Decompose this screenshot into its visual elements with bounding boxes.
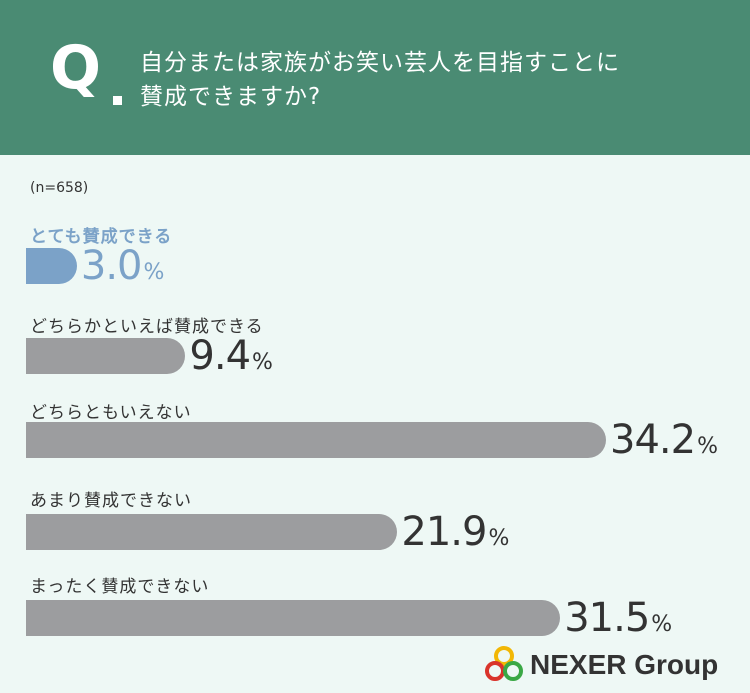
sample-size: (n=658) <box>30 180 89 196</box>
value-label: 21.9% <box>401 512 509 552</box>
category-label: どちらともいえない <box>30 403 192 423</box>
value-number: 3.0 <box>80 243 143 289</box>
value-unit: % <box>488 526 510 551</box>
q-mark: Q <box>50 33 102 103</box>
value-number: 34.2 <box>610 417 696 463</box>
question-header: Q 自分または家族がお笑い芸人を目指すことに 賛成できますか? <box>0 0 750 155</box>
value-number: 9.4 <box>189 333 251 379</box>
bar <box>26 248 77 284</box>
value-number: 31.5 <box>564 595 650 641</box>
bar <box>26 422 606 458</box>
category-label: あまり賛成できない <box>30 491 192 511</box>
bar <box>26 514 398 550</box>
value-label: 9.4% <box>189 336 273 376</box>
category-label: とても賛成できる <box>30 227 173 247</box>
value-label: 34.2% <box>610 420 718 460</box>
category-label: どちらかといえば賛成できる <box>30 317 264 337</box>
value-label: 3.0% <box>81 246 165 286</box>
question-text: 自分または家族がお笑い芸人を目指すことに 賛成できますか? <box>140 46 730 114</box>
category-label: まったく賛成できない <box>30 577 210 597</box>
value-number: 21.9 <box>401 509 487 555</box>
value-unit: % <box>143 260 165 285</box>
bar <box>26 600 561 636</box>
q-dot <box>113 96 122 105</box>
value-unit: % <box>252 350 273 375</box>
value-unit: % <box>651 612 673 637</box>
question-line-2: 賛成できますか? <box>140 84 322 110</box>
value-label: 31.5% <box>564 598 672 638</box>
bar <box>26 338 186 374</box>
value-unit: % <box>697 434 718 459</box>
nexer-rings-logo-icon <box>485 646 523 681</box>
question-line-1: 自分または家族がお笑い芸人を目指すことに <box>140 50 620 76</box>
logo-text: NEXER Group <box>530 649 719 680</box>
